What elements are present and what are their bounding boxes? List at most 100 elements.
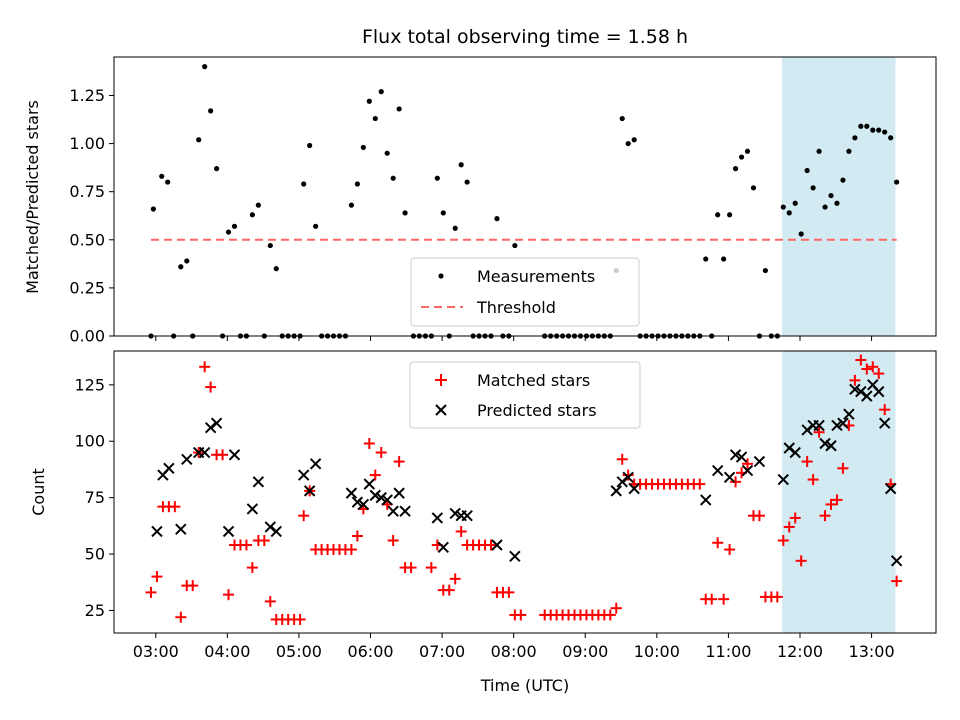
measurement-point xyxy=(798,231,804,237)
predicted-star-point xyxy=(855,385,867,398)
matched-star-point xyxy=(393,456,405,468)
predicted-star-point xyxy=(491,539,503,551)
measurement-point xyxy=(214,166,220,172)
predicted-star-point xyxy=(175,523,187,535)
predicted-star-point xyxy=(729,449,742,461)
matched-star-point xyxy=(205,381,217,393)
measurement-point xyxy=(434,175,440,181)
measurement-point xyxy=(150,206,156,212)
predicted-star-point xyxy=(622,471,634,484)
predicted-star-point xyxy=(801,424,813,436)
measurement-point xyxy=(196,137,202,143)
predicted-star-point xyxy=(437,541,449,553)
measurement-point xyxy=(348,202,355,208)
matched-star-point xyxy=(369,469,381,481)
legend-matched-label: Matched stars xyxy=(477,371,590,390)
bottom-y-axis-label: Count xyxy=(29,468,48,516)
bottom-y-axis: 25 50 75 100 125 xyxy=(74,375,114,620)
legend-measurements-marker xyxy=(438,273,444,279)
bottom-plot-marks xyxy=(145,354,903,625)
predicted-star-point xyxy=(723,471,736,484)
top-plot-marks xyxy=(148,64,900,339)
x-tick-label: 12:00 xyxy=(777,642,823,661)
bottom-legend: Matched stars Predicted stars xyxy=(409,361,641,429)
predicted-star-point xyxy=(303,485,316,497)
matched-star-point xyxy=(867,361,879,373)
top-x-axis-ticks xyxy=(155,336,873,341)
predicted-star-point xyxy=(309,458,322,470)
measurement-point xyxy=(458,162,464,168)
bottom-highlight-span xyxy=(782,351,896,633)
measurement-point xyxy=(225,229,232,235)
measurement-point xyxy=(828,192,834,199)
matched-star-point xyxy=(807,474,819,486)
top-plot-frame xyxy=(113,56,937,337)
predicted-star-point xyxy=(431,512,444,524)
matched-star-point xyxy=(449,573,461,585)
measurement-point xyxy=(864,123,870,129)
matched-star-point xyxy=(724,544,736,556)
matched-star-point xyxy=(706,593,718,605)
legend-threshold-label: Threshold xyxy=(476,298,556,317)
predicted-star-point xyxy=(345,487,358,499)
y-tick-label: 1.00 xyxy=(69,134,105,153)
predicted-star-point xyxy=(741,464,754,477)
matched-star-point xyxy=(730,476,742,488)
x-tick-label: 05:00 xyxy=(276,642,322,661)
y-tick-label: 0.25 xyxy=(69,278,105,297)
predicted-star-point xyxy=(393,487,405,499)
predicted-star-point xyxy=(204,421,217,434)
matched-star-point xyxy=(783,521,795,533)
matched-star-point xyxy=(795,555,807,567)
predicted-star-point xyxy=(252,476,265,488)
predicted-star-point xyxy=(387,505,399,517)
matched-star-point xyxy=(455,525,467,537)
matched-star-point xyxy=(891,575,903,587)
matched-star-point xyxy=(199,361,211,373)
measurement-point xyxy=(360,144,366,151)
chart-title: Flux total observing time = 1.58 h xyxy=(362,26,688,48)
matched-star-point xyxy=(873,368,885,380)
predicted-star-point xyxy=(735,451,748,463)
measurement-point xyxy=(762,267,768,274)
predicted-star-point xyxy=(610,485,622,497)
predicted-star-point xyxy=(711,464,724,477)
matched-star-point xyxy=(294,613,306,625)
predicted-star-point xyxy=(509,550,521,563)
predicted-star-point xyxy=(297,469,310,481)
x-tick-label: 11:00 xyxy=(705,642,751,661)
predicted-star-point xyxy=(628,482,640,495)
measurement-point xyxy=(267,242,273,249)
predicted-star-point xyxy=(700,494,712,506)
legend-predicted-label: Predicted stars xyxy=(477,401,597,420)
predicted-star-point xyxy=(461,509,473,522)
matched-star-point xyxy=(753,510,765,522)
matched-star-point xyxy=(425,562,437,574)
measurement-point xyxy=(255,202,261,208)
predicted-star-point xyxy=(753,455,766,468)
bottom-x-axis: 03:00 04:00 05:00 06:00 07:00 08:00 09:00 10:00… xyxy=(133,633,895,661)
y-tick-label: 0.00 xyxy=(69,327,105,346)
measurement-point xyxy=(307,142,313,149)
measurement-point xyxy=(816,148,822,154)
predicted-star-point xyxy=(837,417,849,429)
bottom-plot-frame xyxy=(113,350,937,634)
matched-star-point xyxy=(187,580,199,592)
matched-star-point xyxy=(616,453,628,465)
measurement-point xyxy=(834,200,840,206)
top-panel: 0.00 0.25 0.50 0.75 1.00 1.25 Matched/Predict… xyxy=(23,56,937,346)
matched-star-point xyxy=(831,494,843,506)
x-tick-label: 06:00 xyxy=(347,642,393,661)
matched-star-point xyxy=(345,544,357,556)
measurement-point xyxy=(727,212,733,218)
predicted-star-point xyxy=(831,419,843,432)
legend-matched-marker xyxy=(435,374,447,386)
y-tick-label: 1.25 xyxy=(69,86,105,105)
matched-star-point xyxy=(485,539,497,551)
predicted-star-point xyxy=(210,417,223,429)
matched-star-point xyxy=(855,354,867,366)
matched-star-point xyxy=(217,449,229,461)
predicted-star-point xyxy=(228,449,241,461)
matched-star-point xyxy=(240,539,252,551)
